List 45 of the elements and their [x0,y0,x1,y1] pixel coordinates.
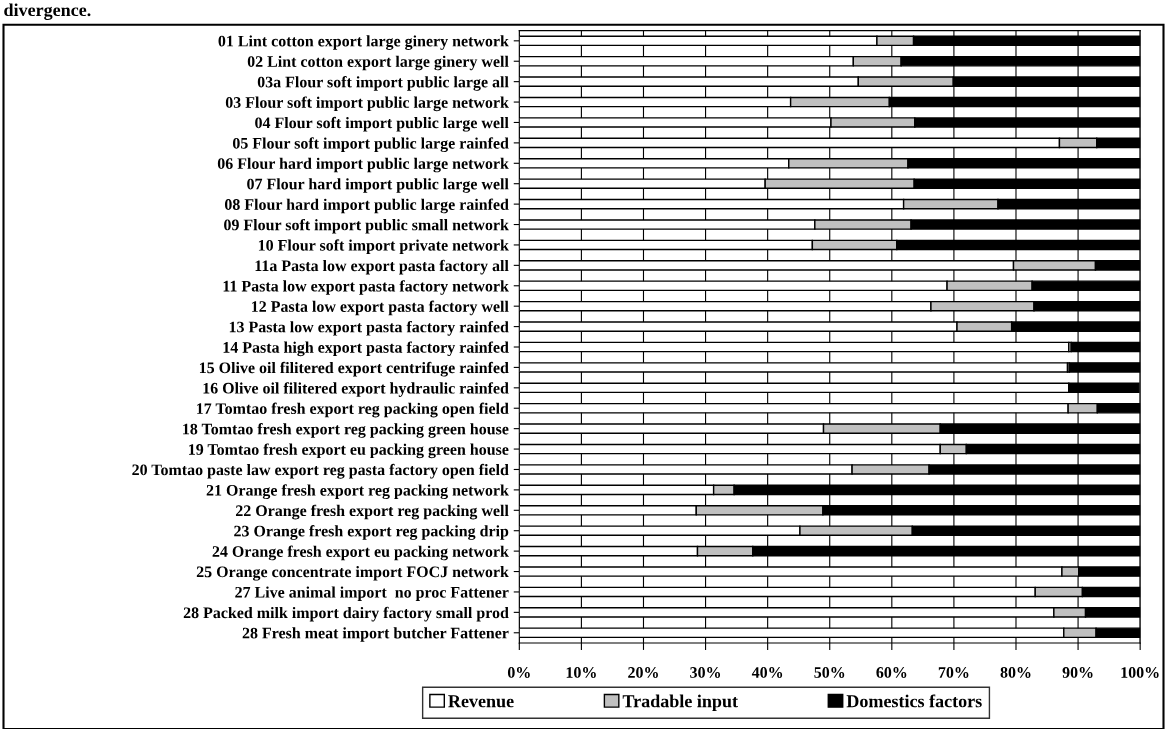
y-tick-label: 28 Packed milk import dairy factory small prod [183,606,509,622]
y-tick-label: 03a Flour soft import public large all [257,76,509,91]
y-tick-label: 25 Orange concentrate import FOCJ network [196,565,509,581]
y-tick-label: 02 Lint cotton export large ginery well [247,55,509,71]
y-tick-label: 24 Orange fresh export eu packing network [212,545,509,561]
x-tick-label: 90% [1062,667,1093,678]
x-tick-label: 60% [876,667,907,678]
y-tick-label: 21 Orange fresh export reg packing network [206,484,509,500]
y-tick-label: 01 Lint cotton export large ginery network [218,35,509,50]
y-tick-label: 09 Flour soft import public small network [224,218,509,234]
x-tick-label: 40% [751,667,783,678]
y-tick-label: 20 Tomtao paste law export reg pasta factory open field [132,463,509,479]
legend-label: Tradable input [622,694,738,711]
text: divergence. [4,3,91,20]
y-tick-label: 18 Tomtao fresh export reg packing green house [183,423,509,438]
x-tick-label: 30% [690,667,721,678]
y-tick-label: 15 Olive oil filitered export centrifuge rainfed [199,361,509,377]
y-tick-label: 03 Flour soft import public large network [225,96,509,112]
x-tick-label: 100% [1121,667,1159,678]
x-tick-label: 0% [507,667,530,678]
legend-label: Revenue [448,695,514,708]
y-tick-label: 14 Pasta high export pasta factory rainfed [223,341,509,357]
y-tick-label: 17 Tomtao fresh export reg packing open field [197,402,509,418]
y-tick-label: 23 Orange fresh export reg packing drip [234,525,509,540]
y-tick-label: 11 Pasta low export pasta factory network [223,280,509,295]
y-tick-label: 16 Olive oil filitered export hydraulic rainfed [203,382,509,397]
y-tick-label: 19 Tomtao fresh export eu packing green house [189,443,509,459]
legend-label: Domestics factors [846,694,982,708]
y-tick-label: 27 Live animal import no proc Fattener [235,586,509,601]
y-tick-label: 13 Pasta low export pasta factory rainfed [229,320,509,336]
y-tick-label: 12 Pasta low export pasta factory well [252,300,509,316]
y-tick-label: 22 Orange fresh export reg packing well [235,504,509,520]
y-tick-label: 11a Pasta low export pasta factory all [255,259,509,275]
x-tick-label: 10% [566,667,596,678]
y-tick-label: 28 Fresh meat import butcher Fattener [242,627,509,642]
x-tick-label: 70% [938,667,969,678]
y-tick-label: 07 Flour hard import public large well [247,178,509,193]
y-tick-label: 05 Flour soft import public large rainfed [232,137,509,153]
x-tick-label: 20% [628,667,658,678]
y-tick-label: 06 Flour hard import public large network [217,157,509,173]
y-tick-label: 08 Flour hard import public large rainfed [224,198,509,214]
y-tick-label: 04 Flour soft import public large well [255,116,509,132]
x-tick-label: 50% [814,667,845,678]
x-tick-label: 80% [1000,667,1031,678]
y-tick-label: 10 Flour soft import private network [258,239,509,254]
